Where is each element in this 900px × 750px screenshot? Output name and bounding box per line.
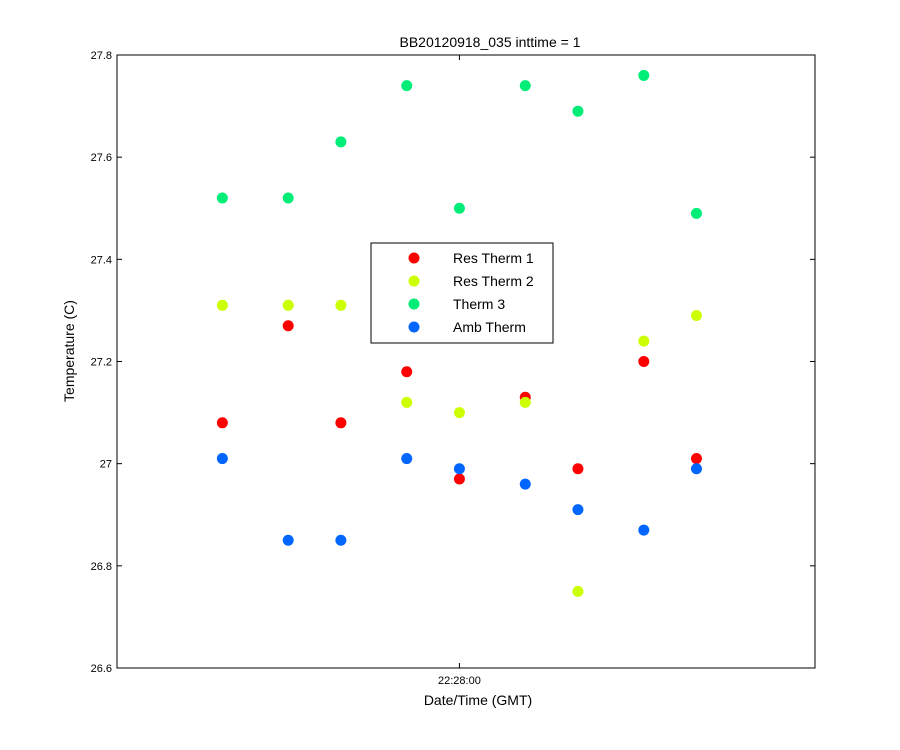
data-point bbox=[401, 453, 413, 465]
y-tick-label: 26.8 bbox=[91, 561, 112, 573]
legend-label: Therm 3 bbox=[453, 296, 505, 312]
data-point bbox=[453, 407, 465, 419]
data-point bbox=[335, 299, 347, 311]
legend-marker bbox=[408, 321, 420, 333]
y-tick-label: 27.8 bbox=[91, 50, 112, 62]
legend: Res Therm 1 Res Therm 2 Therm 3 Amb Therm bbox=[370, 242, 554, 344]
data-point bbox=[572, 105, 584, 117]
data-point bbox=[690, 207, 702, 219]
data-point bbox=[282, 320, 294, 332]
data-point bbox=[282, 192, 294, 204]
data-point bbox=[216, 453, 228, 465]
data-point bbox=[690, 463, 702, 475]
y-axis-label: Temperature (C) bbox=[61, 300, 77, 402]
y-tick-label: 27.4 bbox=[91, 254, 112, 266]
data-point bbox=[638, 524, 650, 536]
data-point bbox=[401, 396, 413, 408]
legend-box bbox=[370, 242, 554, 344]
y-axis: 26.6 26.8 27 27.2 27.4 27.6 27.8 bbox=[91, 50, 815, 675]
series-therm-3 bbox=[216, 69, 702, 219]
y-tick-label: 26.6 bbox=[91, 663, 112, 675]
data-point bbox=[690, 310, 702, 322]
data-point bbox=[335, 136, 347, 148]
legend-label: Res Therm 1 bbox=[453, 250, 534, 266]
data-point bbox=[453, 473, 465, 485]
data-point bbox=[335, 534, 347, 546]
y-tick-label: 27.6 bbox=[91, 152, 112, 164]
data-point bbox=[572, 463, 584, 475]
data-point bbox=[282, 534, 294, 546]
x-tick-label: 22:28:00 bbox=[438, 675, 481, 687]
data-point bbox=[216, 299, 228, 311]
chart-title: BB20120918_035 inttime = 1 bbox=[400, 34, 581, 50]
x-axis: 22:28:00 bbox=[438, 55, 481, 687]
data-point bbox=[519, 80, 531, 92]
data-point bbox=[453, 202, 465, 214]
plot-area bbox=[116, 54, 816, 669]
data-point bbox=[638, 335, 650, 347]
series-amb-therm bbox=[216, 453, 702, 546]
data-point bbox=[216, 417, 228, 429]
data-point bbox=[638, 356, 650, 367]
data-point bbox=[401, 366, 413, 378]
data-point bbox=[519, 478, 531, 490]
data-point bbox=[572, 585, 584, 597]
series-res-therm-2 bbox=[216, 299, 702, 597]
legend-marker bbox=[408, 275, 420, 287]
y-tick-label: 27.2 bbox=[91, 357, 112, 369]
data-point bbox=[282, 299, 294, 311]
legend-marker bbox=[408, 298, 420, 310]
legend-marker bbox=[408, 252, 420, 264]
data-point bbox=[401, 80, 413, 92]
data-point bbox=[216, 192, 228, 204]
data-point bbox=[335, 417, 347, 429]
y-tick-label: 27 bbox=[100, 459, 112, 471]
x-axis-label: Date/Time (GMT) bbox=[424, 692, 532, 708]
data-points bbox=[216, 69, 702, 597]
data-point bbox=[519, 396, 531, 408]
legend-label: Res Therm 2 bbox=[453, 273, 534, 289]
data-point bbox=[690, 453, 702, 465]
data-point bbox=[572, 504, 584, 516]
data-point bbox=[638, 69, 650, 81]
data-point bbox=[453, 463, 465, 475]
legend-label: Amb Therm bbox=[453, 319, 526, 335]
